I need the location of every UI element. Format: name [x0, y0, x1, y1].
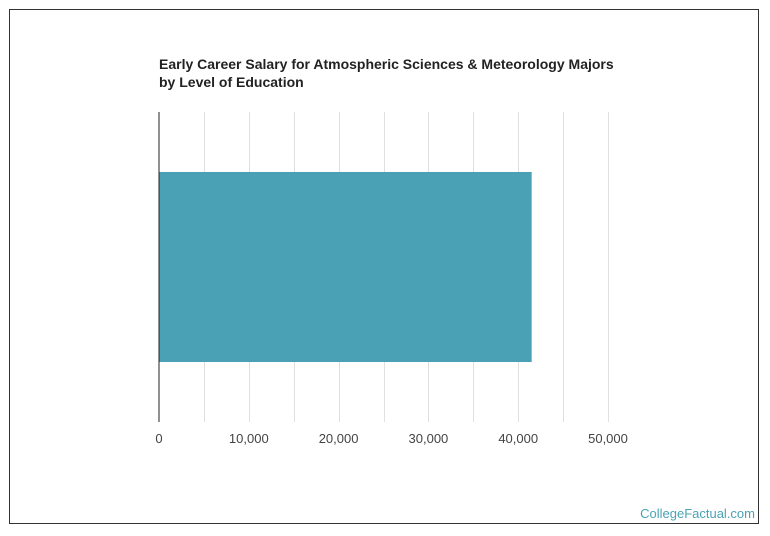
x-tick-label: 30,000: [409, 431, 449, 446]
x-tick-label: 40,000: [498, 431, 538, 446]
bar[interactable]: [159, 171, 532, 363]
bars: [159, 171, 532, 363]
x-tick-label: 0: [155, 431, 162, 446]
watermark[interactable]: CollegeFactual.com: [640, 506, 755, 521]
x-tick-label: 20,000: [319, 431, 359, 446]
x-tick-label: 10,000: [229, 431, 269, 446]
x-axis-ticks: 0 10,000 20,000 30,000 40,000 50,000: [155, 431, 628, 446]
x-tick-label: 50,000: [588, 431, 628, 446]
chart-frame: [9, 9, 759, 524]
chart-title: Early Career Salary for Atmospheric Scie…: [159, 56, 614, 90]
